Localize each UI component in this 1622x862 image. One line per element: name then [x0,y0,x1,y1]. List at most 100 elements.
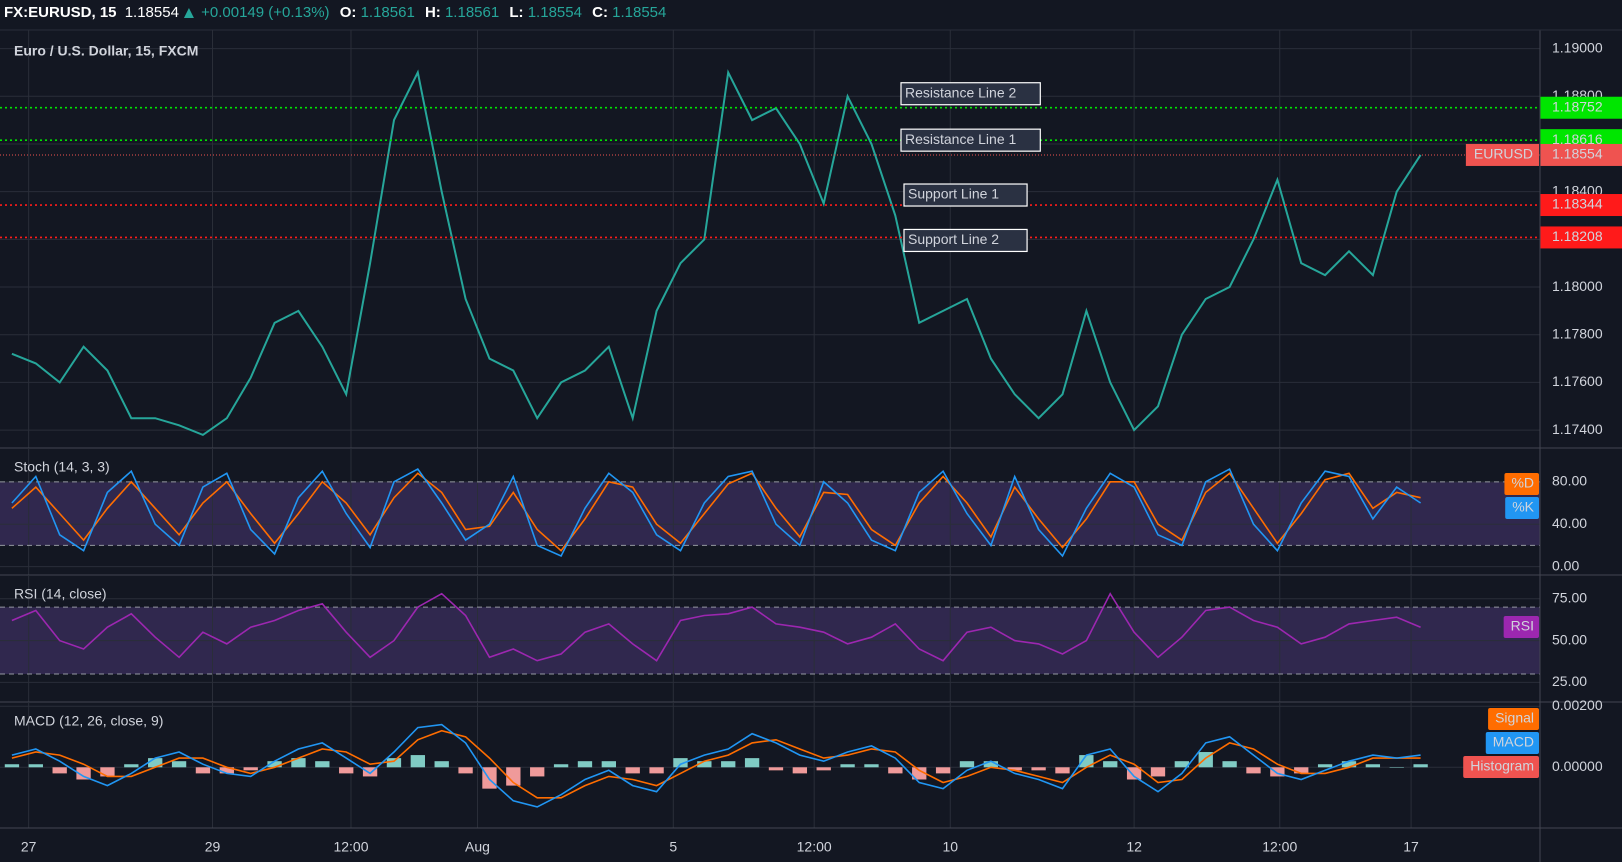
x-tick-label: 12:00 [1262,839,1297,855]
histogram-bar [386,758,402,768]
layers: 1.174001.176001.178001.180001.182001.184… [0,29,1622,862]
histogram-bar [339,767,354,774]
histogram-bar [4,764,20,768]
histogram-bar [1317,764,1333,768]
close-value: 1.18554 [612,4,666,21]
indicator-line [11,472,1421,552]
histogram-bar [291,758,306,768]
annotation-box [903,183,1028,207]
legend-label: %K [1512,499,1534,515]
level-value: 1.18344 [1552,196,1603,212]
histogram-bar [506,767,521,786]
level-badge [1540,226,1622,249]
histogram-bar [1007,767,1022,771]
legend-label: RSI [1511,618,1534,634]
histogram-bar [1126,767,1142,780]
histogram-bar [315,761,330,768]
histogram-bar [267,761,282,768]
legend-badge [1503,616,1539,638]
y-tick-label: 1.17600 [1552,373,1603,389]
histogram-bar [983,761,999,768]
histogram-bar [1389,767,1404,768]
histogram-bar [1079,755,1094,768]
x-tick-label: 27 [21,839,37,855]
histogram-bar [1150,767,1166,777]
legend-badge [1463,756,1539,778]
histogram-bar [1222,761,1237,768]
y-tick-label: 40.00 [1552,515,1587,531]
histogram-bar [410,755,425,768]
histogram-bar [52,767,67,774]
last-price-value: 1.18554 [1552,146,1603,162]
last-price-name: EURUSD [1474,146,1533,162]
x-tick-label: 17 [1403,839,1419,855]
x-tick-label: 12:00 [333,839,368,855]
histogram-bar [816,767,831,771]
legend-badge [1485,732,1539,754]
histogram-bar [768,767,784,771]
histogram-bar [888,767,903,774]
histogram-bar [28,764,43,768]
histogram-bar [1341,761,1357,768]
legend-entry: Histogram [1463,756,1539,778]
legend-entry: Signal [1488,708,1539,730]
histogram-bar [1031,767,1046,771]
histogram-bar [171,761,187,768]
histogram-bar [744,758,760,768]
histogram-bar [434,761,449,768]
x-tick-label: Aug [465,839,490,855]
legend-entry: RSI [1503,616,1539,638]
open-label: O: [340,4,357,21]
histogram-bar [697,761,712,768]
high-value: 1.18561 [445,4,499,21]
histogram-bar [1055,767,1070,774]
histogram-bar [148,758,163,768]
legend-label: MACD [1493,734,1534,750]
price-line [11,69,1422,437]
level-value: 1.18208 [1552,228,1603,244]
histogram-bar [76,767,91,780]
histogram-bar [864,764,879,768]
legend-badge [1488,708,1539,730]
level-annotation: Resistance Line 2 [905,84,1017,100]
y-tick-label: 0.00 [1552,557,1579,573]
histogram-bar [792,767,808,774]
low-value: 1.18554 [528,4,582,21]
histogram-bar [124,764,139,768]
legend-entry: %D [1504,473,1539,495]
y-tick-label: 25.00 [1552,673,1587,689]
pane-title: Euro / U.S. Dollar, 15, FXCM [14,43,198,59]
level-value: 1.18616 [1552,131,1603,147]
level-value: 1.18752 [1552,98,1603,114]
annotation-box [903,228,1028,253]
histogram-bar [601,761,616,768]
symbol: FX:EURUSD, 15 [4,4,117,21]
y-tick-label: 1.19000 [1552,39,1603,55]
histogram-bar [362,767,378,777]
legend-label: Signal [1495,710,1534,726]
histogram-bar [1413,764,1428,768]
level-annotation: Support Line 1 [908,186,999,202]
histogram-bar [1294,767,1309,774]
level-annotation: Resistance Line 1 [905,131,1017,147]
x-tick-label: 12:00 [797,839,832,855]
last-price: 1.18554 [125,4,179,21]
up-icon [183,8,194,18]
last-price-tag [1465,143,1539,166]
histogram-bar [577,761,593,768]
histogram-bar [195,767,211,774]
x-tick-label: 12 [1126,839,1142,855]
high-label: H: [425,4,441,21]
pane-title: MACD (12, 26, close, 9) [14,713,163,729]
change: +0.00149 (+0.13%) [201,4,329,21]
header-bar: FX:EURUSD, 15 1.18554 +0.00149 (+0.13%) … [4,4,666,21]
x-tick-label: 29 [205,839,221,855]
legend-entry: %K [1505,497,1539,519]
histogram-bar [1270,767,1285,777]
histogram-bar [530,767,545,777]
histogram-bar [219,767,234,774]
histogram-bar [1174,761,1190,768]
low-label: L: [509,4,523,21]
